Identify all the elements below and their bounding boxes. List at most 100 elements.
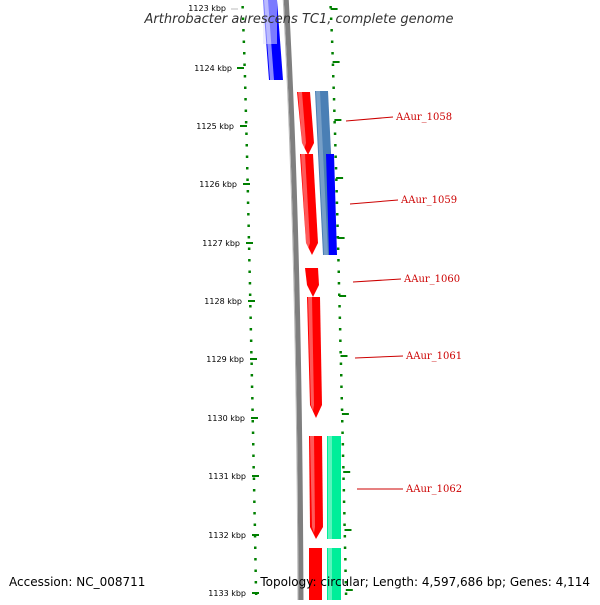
ring-dot-right (341, 443, 345, 446)
ring-dot-left (251, 408, 254, 411)
gene-feature-blue-outer[interactable] (326, 154, 337, 255)
ring-dot-left (248, 259, 251, 262)
gene-label-aaur-1062[interactable]: AAur_1062 (405, 484, 462, 495)
ring-dot-right (344, 592, 348, 595)
ring-dot-left (245, 132, 248, 135)
ring-dot-right (341, 420, 344, 423)
ring-dot-left (246, 201, 250, 204)
ring-dot-right (339, 362, 343, 365)
ring-dot-right (334, 167, 338, 170)
ring-dot-right (341, 431, 344, 434)
genome-backbone-highlight (282, 0, 299, 605)
gene-label-connector (354, 355, 404, 359)
ring-dot-right (331, 63, 335, 66)
gene-feature-green-bottom[interactable] (327, 548, 341, 603)
ring-dot-left (246, 167, 249, 170)
ring-dot-right (337, 282, 341, 285)
topology-text: Topology: circular; Length: 4,597,686 bp… (259, 575, 590, 589)
ring-dot-right (339, 351, 342, 354)
ring-dot-left (249, 305, 252, 308)
ring-dot-right (337, 270, 340, 273)
ring-dot-right (333, 109, 336, 112)
ring-dot-right (344, 569, 347, 572)
ring-dot-left (247, 213, 250, 216)
ring-dot-left (248, 282, 252, 285)
ring-dot-right (342, 466, 345, 469)
gene-feature-aaur-1061[interactable] (307, 297, 322, 418)
ring-dot-right (337, 259, 340, 262)
ring-dot-left (248, 270, 251, 273)
kbp-tick-label: 1132 kbp (208, 531, 246, 540)
gene-feature-aaur-1058[interactable] (297, 92, 314, 155)
gene-label-connector (349, 199, 399, 205)
ring-dot-left (246, 190, 250, 193)
ring-dot-left (254, 581, 258, 584)
ring-dot-right (343, 546, 347, 549)
gene-label-aaur-1058[interactable]: AAur_1058 (395, 112, 452, 123)
ring-dot-left (242, 29, 245, 32)
gene-labels: AAur_1058 AAur_1059 AAur_1060 AAur_1061 … (345, 112, 462, 495)
gene-feature-red-bottom[interactable] (309, 548, 322, 603)
gene-feature-aaur-1059[interactable] (300, 154, 318, 255)
ring-dot-right (333, 121, 336, 124)
kbp-tick-label: 1128 kbp (204, 297, 242, 306)
ring-dot-right (340, 385, 343, 388)
ring-dot-right (335, 201, 339, 204)
kbp-tick-label: 1124 kbp (194, 64, 232, 73)
gene-label-aaur-1059[interactable]: AAur_1059 (400, 195, 457, 206)
kbp-tick-label: 1125 kbp (196, 122, 234, 131)
gene-label-aaur-1061[interactable]: AAur_1061 (405, 351, 462, 362)
ring-dot-right (330, 29, 333, 32)
ring-dot-left (248, 293, 252, 296)
ring-dot-left (253, 500, 256, 503)
kbp-tick-label: 1123 kbp (188, 4, 226, 13)
gene-feature-blue-top[interactable] (263, 0, 283, 80)
gene-feature-green[interactable] (327, 436, 341, 539)
ring-dot-right (338, 293, 341, 296)
ring-dot-left (242, 40, 246, 43)
ring-dot-right (331, 52, 334, 55)
ring-dot-right (334, 155, 337, 158)
ring-dot-left (252, 466, 255, 469)
ring-dot-right (336, 224, 339, 227)
ring-dot-right (342, 500, 346, 503)
ring-dot-left (250, 374, 254, 377)
kbp-tick-label: 1130 kbp (207, 414, 245, 423)
ring-dot-left (250, 351, 253, 354)
ring-dot-right (336, 247, 340, 250)
ring-dot-right (332, 75, 335, 78)
ring-dot-left (243, 63, 246, 66)
kbp-axis: 1123 kbp 1124 kbp 1125 kbp 1126 kbp 1127… (188, 4, 259, 598)
ring-dot-right (338, 316, 342, 319)
ring-dot-left (246, 178, 249, 181)
gene-feature-aaur-1062[interactable] (309, 436, 323, 539)
ring-dot-left (249, 316, 252, 319)
ring-dot-right (344, 581, 348, 584)
ring-dot-right (330, 40, 334, 43)
ring-dot-right (335, 190, 338, 193)
ring-dot-right (334, 144, 337, 147)
genome-backbone (283, 0, 304, 605)
ring-dot-left (250, 385, 254, 388)
ring-dot-left (250, 362, 253, 365)
ring-dot-left (252, 454, 255, 457)
gene-label-aaur-1060[interactable]: AAur_1060 (403, 274, 460, 285)
ring-dot-right (332, 86, 335, 89)
gene-label-connector (352, 278, 402, 283)
ring-dot-right (329, 6, 332, 9)
ring-dot-left (254, 558, 257, 561)
ring-dot-left (247, 224, 250, 227)
ring-dot-left (245, 155, 249, 158)
ring-dot-left (245, 144, 248, 147)
kbp-tick-label: 1126 kbp (199, 180, 237, 189)
kbp-tick-label: 1127 kbp (202, 239, 240, 248)
ring-dot-left (253, 535, 257, 538)
ring-dot-right (342, 489, 346, 492)
ring-dot-right (338, 328, 342, 331)
ring-dot-left (249, 328, 253, 331)
gene-feature-aaur-1060[interactable] (305, 268, 319, 297)
ring-dot-left (251, 431, 255, 434)
ring-dot-right (333, 132, 337, 135)
ring-dot-right (336, 213, 339, 216)
